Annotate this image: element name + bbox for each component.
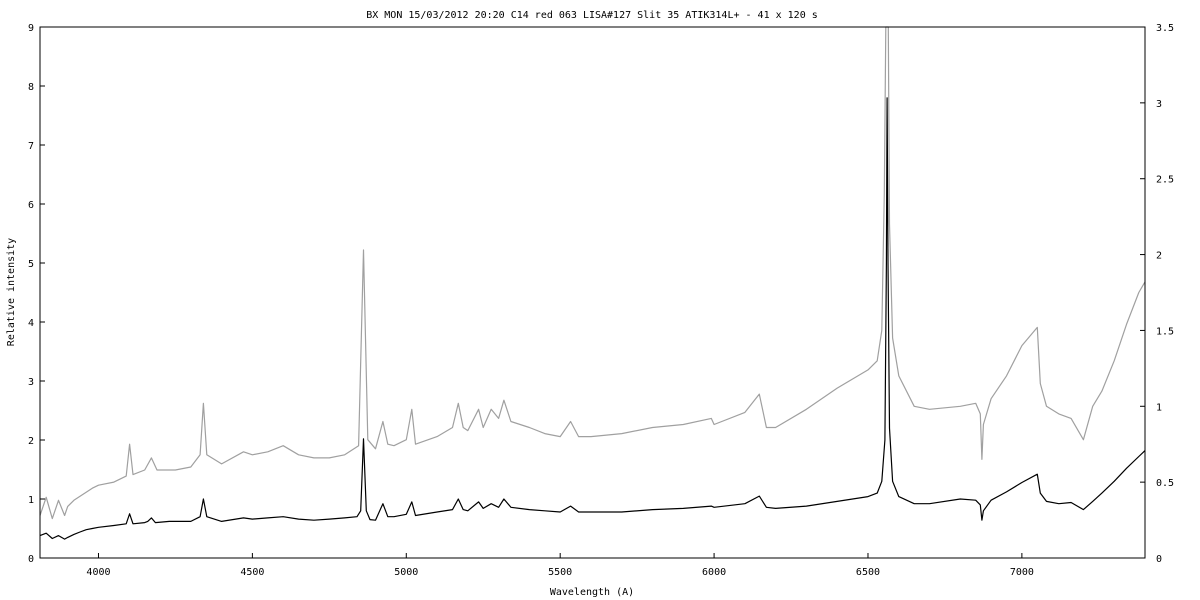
y-tick-label: 2 xyxy=(28,436,34,447)
x-tick-label: 6000 xyxy=(702,567,726,578)
y-tick-label: 4 xyxy=(28,318,34,329)
y-tick-label: 6 xyxy=(28,200,34,211)
y2-tick-label: 0 xyxy=(1156,554,1162,565)
y-tick-label: 3 xyxy=(28,377,34,388)
chart-title: BX MON 15/03/2012 20:20 C14 red 063 LISA… xyxy=(366,10,818,21)
x-tick-label: 5000 xyxy=(394,567,418,578)
x-tick-label: 7000 xyxy=(1010,567,1034,578)
x-tick-label: 4500 xyxy=(240,567,264,578)
y-tick-label: 5 xyxy=(28,259,34,270)
x-axis-label: Wavelength (A) xyxy=(550,587,634,598)
y-axis-right: 0 0.5 1 1.5 2 2.5 3 3.5 xyxy=(1140,23,1174,565)
x-tick-label: 6500 xyxy=(856,567,880,578)
plot-frame xyxy=(39,26,1146,559)
y-tick-label: 1 xyxy=(28,495,34,506)
y-tick-label: 7 xyxy=(28,141,34,152)
y-tick-label: 9 xyxy=(28,23,34,34)
y2-tick-label: 0.5 xyxy=(1156,478,1174,489)
x-axis: 4000 4500 5000 5500 6000 6500 7000 xyxy=(86,553,1034,578)
y-tick-label: 0 xyxy=(28,554,34,565)
y2-tick-label: 3 xyxy=(1156,99,1162,110)
y-tick-label: 8 xyxy=(28,82,34,93)
x-tick-label: 4000 xyxy=(86,567,110,578)
y2-tick-label: 1 xyxy=(1156,402,1162,413)
series-layer xyxy=(39,26,1146,540)
y-axis-label: Relative intensity xyxy=(6,238,17,346)
y-axis-left: 0 1 2 3 4 5 6 7 8 9 xyxy=(28,23,45,565)
x-tick-label: 5500 xyxy=(548,567,572,578)
y2-tick-label: 2 xyxy=(1156,251,1162,262)
y2-tick-label: 3.5 xyxy=(1156,23,1174,34)
y2-tick-label: 2.5 xyxy=(1156,175,1174,186)
series-line-1 xyxy=(39,97,1146,540)
y2-tick-label: 1.5 xyxy=(1156,326,1174,337)
series-line-2 xyxy=(39,26,1146,520)
